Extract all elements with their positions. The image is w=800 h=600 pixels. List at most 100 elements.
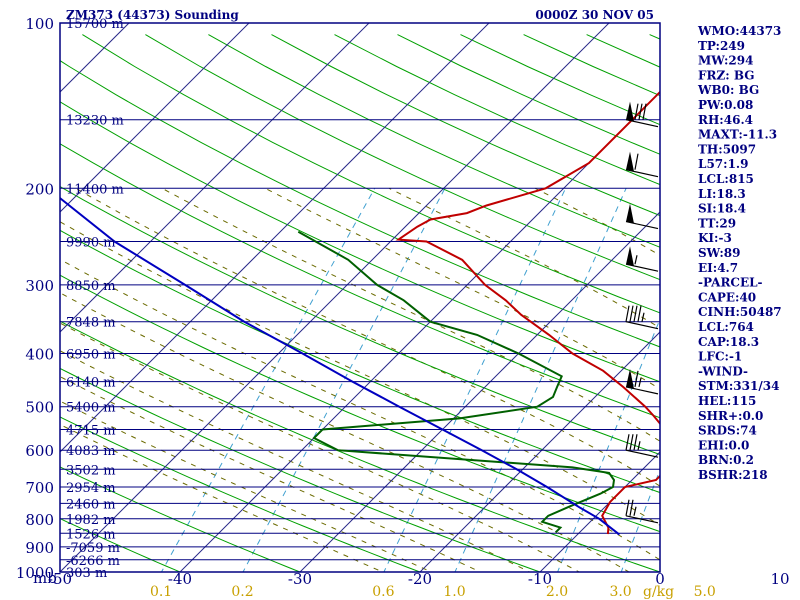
index-item: L57:1.9 — [698, 157, 748, 171]
dry-adiabat-line — [60, 367, 542, 572]
index-item: FRZ: BG — [698, 68, 754, 82]
isotherm-line — [539, 451, 660, 572]
temperature-tick-label: -20 — [408, 570, 432, 588]
plot-frame — [59, 22, 661, 573]
pressure-tick-label: 500 — [25, 399, 54, 417]
index-item: SRDS:74 — [698, 424, 757, 438]
mixing-ratio-line — [242, 188, 446, 572]
height-label: 9990 m — [66, 236, 116, 251]
height-label: -6266 m — [66, 554, 120, 569]
mixing-ratio-tick-label: 5.0 — [694, 584, 716, 600]
wind-barb — [625, 203, 659, 230]
pressure-tick-label: 400 — [25, 346, 54, 364]
height-label: 6140 m — [66, 376, 116, 391]
index-item: BSHR:218 — [698, 468, 768, 482]
index-item: TP:249 — [698, 39, 745, 53]
dry-adiabat-line — [60, 518, 182, 572]
index-item: CAP:18.3 — [698, 335, 759, 349]
dry-adiabat-line — [145, 34, 660, 281]
index-item: STM:331/34 — [698, 379, 779, 393]
height-label: 7848 m — [66, 316, 116, 331]
height-label: 8850 m — [66, 279, 116, 294]
index-item: PW:0.08 — [698, 98, 753, 112]
pressure-tick-label: 1000 — [16, 564, 54, 582]
dry-adiabat-line — [60, 274, 660, 533]
chart-time: 0000Z 30 NOV 05 — [535, 8, 654, 22]
isotherm-line — [780, 23, 800, 572]
index-item: HEL:115 — [698, 394, 756, 408]
pressure-tick-label: 100 — [25, 15, 54, 33]
dry-adiabat-line — [60, 143, 660, 419]
index-item: TH:5097 — [698, 142, 756, 156]
dry-adiabat-line — [60, 101, 660, 383]
index-item: MW:294 — [698, 54, 753, 68]
height-labels: 15700 m 13230 m 11400 m 9990 m 8850 m 7848 m 6… — [66, 17, 124, 581]
index-item: LI:18.3 — [698, 187, 746, 201]
height-label: 2954 m — [66, 481, 116, 496]
moist-adiabat-line — [75, 187, 660, 487]
height-label: 4083 m — [66, 444, 116, 459]
height-label: 6950 m — [66, 348, 116, 363]
isotherm-line — [60, 23, 370, 333]
temperature-line — [395, 90, 660, 535]
index-item: -PARCEL- — [698, 276, 763, 290]
temperature-tick-label: -40 — [168, 570, 192, 588]
dry-adiabat-line — [82, 34, 660, 314]
wind-barb — [625, 101, 659, 128]
index-item: SI:18.4 — [698, 202, 746, 216]
height-label: 2460 m — [66, 497, 116, 512]
dry-adiabat-line — [60, 320, 660, 572]
temperature-tick-label: -30 — [288, 570, 312, 588]
moist-adiabat-line — [60, 292, 630, 572]
isotherms — [0, 23, 800, 572]
pressure-tick-label: 600 — [25, 442, 54, 460]
mixing-ratio-line — [620, 468, 660, 572]
index-item: SHR+:0.0 — [698, 409, 763, 423]
mixing-ratio-tick-label: 3.0 — [609, 584, 631, 600]
index-item: LFC:-1 — [698, 350, 742, 364]
sounding-series — [60, 90, 660, 536]
index-item: -WIND- — [698, 364, 748, 378]
wind-barb — [625, 246, 659, 272]
height-label: 1526 m — [66, 527, 116, 542]
temperature-tick-label: -50 — [48, 570, 72, 588]
pressure-tick-label: 200 — [25, 180, 54, 198]
isotherm-line — [0, 23, 9, 572]
temperature-tick-label: -10 — [528, 570, 552, 588]
index-item: EI:4.7 — [698, 261, 738, 275]
dry-adiabat-line — [60, 466, 302, 572]
mixing-ratio-units-label: g/kg — [643, 584, 674, 600]
index-item: CAPE:40 — [698, 290, 756, 304]
height-label: 3502 m — [66, 463, 116, 478]
mixing-ratio-tick-label: 0.1 — [150, 584, 172, 600]
mixing-ratio-line — [383, 188, 567, 572]
mixing-ratio-tick-label: 1.0 — [443, 584, 465, 600]
moist-adiabat-line — [60, 350, 531, 572]
index-item: WB0: BG — [697, 83, 759, 97]
mixing-ratio-tick-label: 0.6 — [372, 584, 394, 600]
height-label: -7059 m — [66, 541, 120, 556]
chart-title: ZM373 (44373) Sounding — [66, 8, 239, 22]
pressure-tick-label: 300 — [25, 277, 54, 295]
isotherm-line — [299, 211, 660, 572]
pressure-tick-label: 800 — [25, 511, 54, 529]
height-label: 11400 m — [66, 182, 124, 197]
height-label: 4715 m — [66, 424, 116, 439]
wind-barb — [625, 368, 659, 395]
parcel-path-line — [60, 196, 621, 536]
index-item: MAXT:-11.3 — [698, 128, 777, 142]
temperature-tick-label: 10 — [770, 570, 789, 588]
wind-barb — [625, 151, 659, 178]
pressure-tick-label: 700 — [25, 479, 54, 497]
isotherm-line — [60, 23, 610, 572]
wind-barbs — [625, 101, 659, 524]
index-item: SW:89 — [698, 246, 740, 260]
dry-adiabat-line — [60, 186, 660, 456]
dry-adiabat-line — [60, 60, 660, 348]
height-label: 13230 m — [66, 114, 124, 129]
moist-adiabat-line — [60, 423, 384, 572]
dry-adiabats — [60, 34, 660, 572]
isotherm-line — [60, 23, 250, 213]
